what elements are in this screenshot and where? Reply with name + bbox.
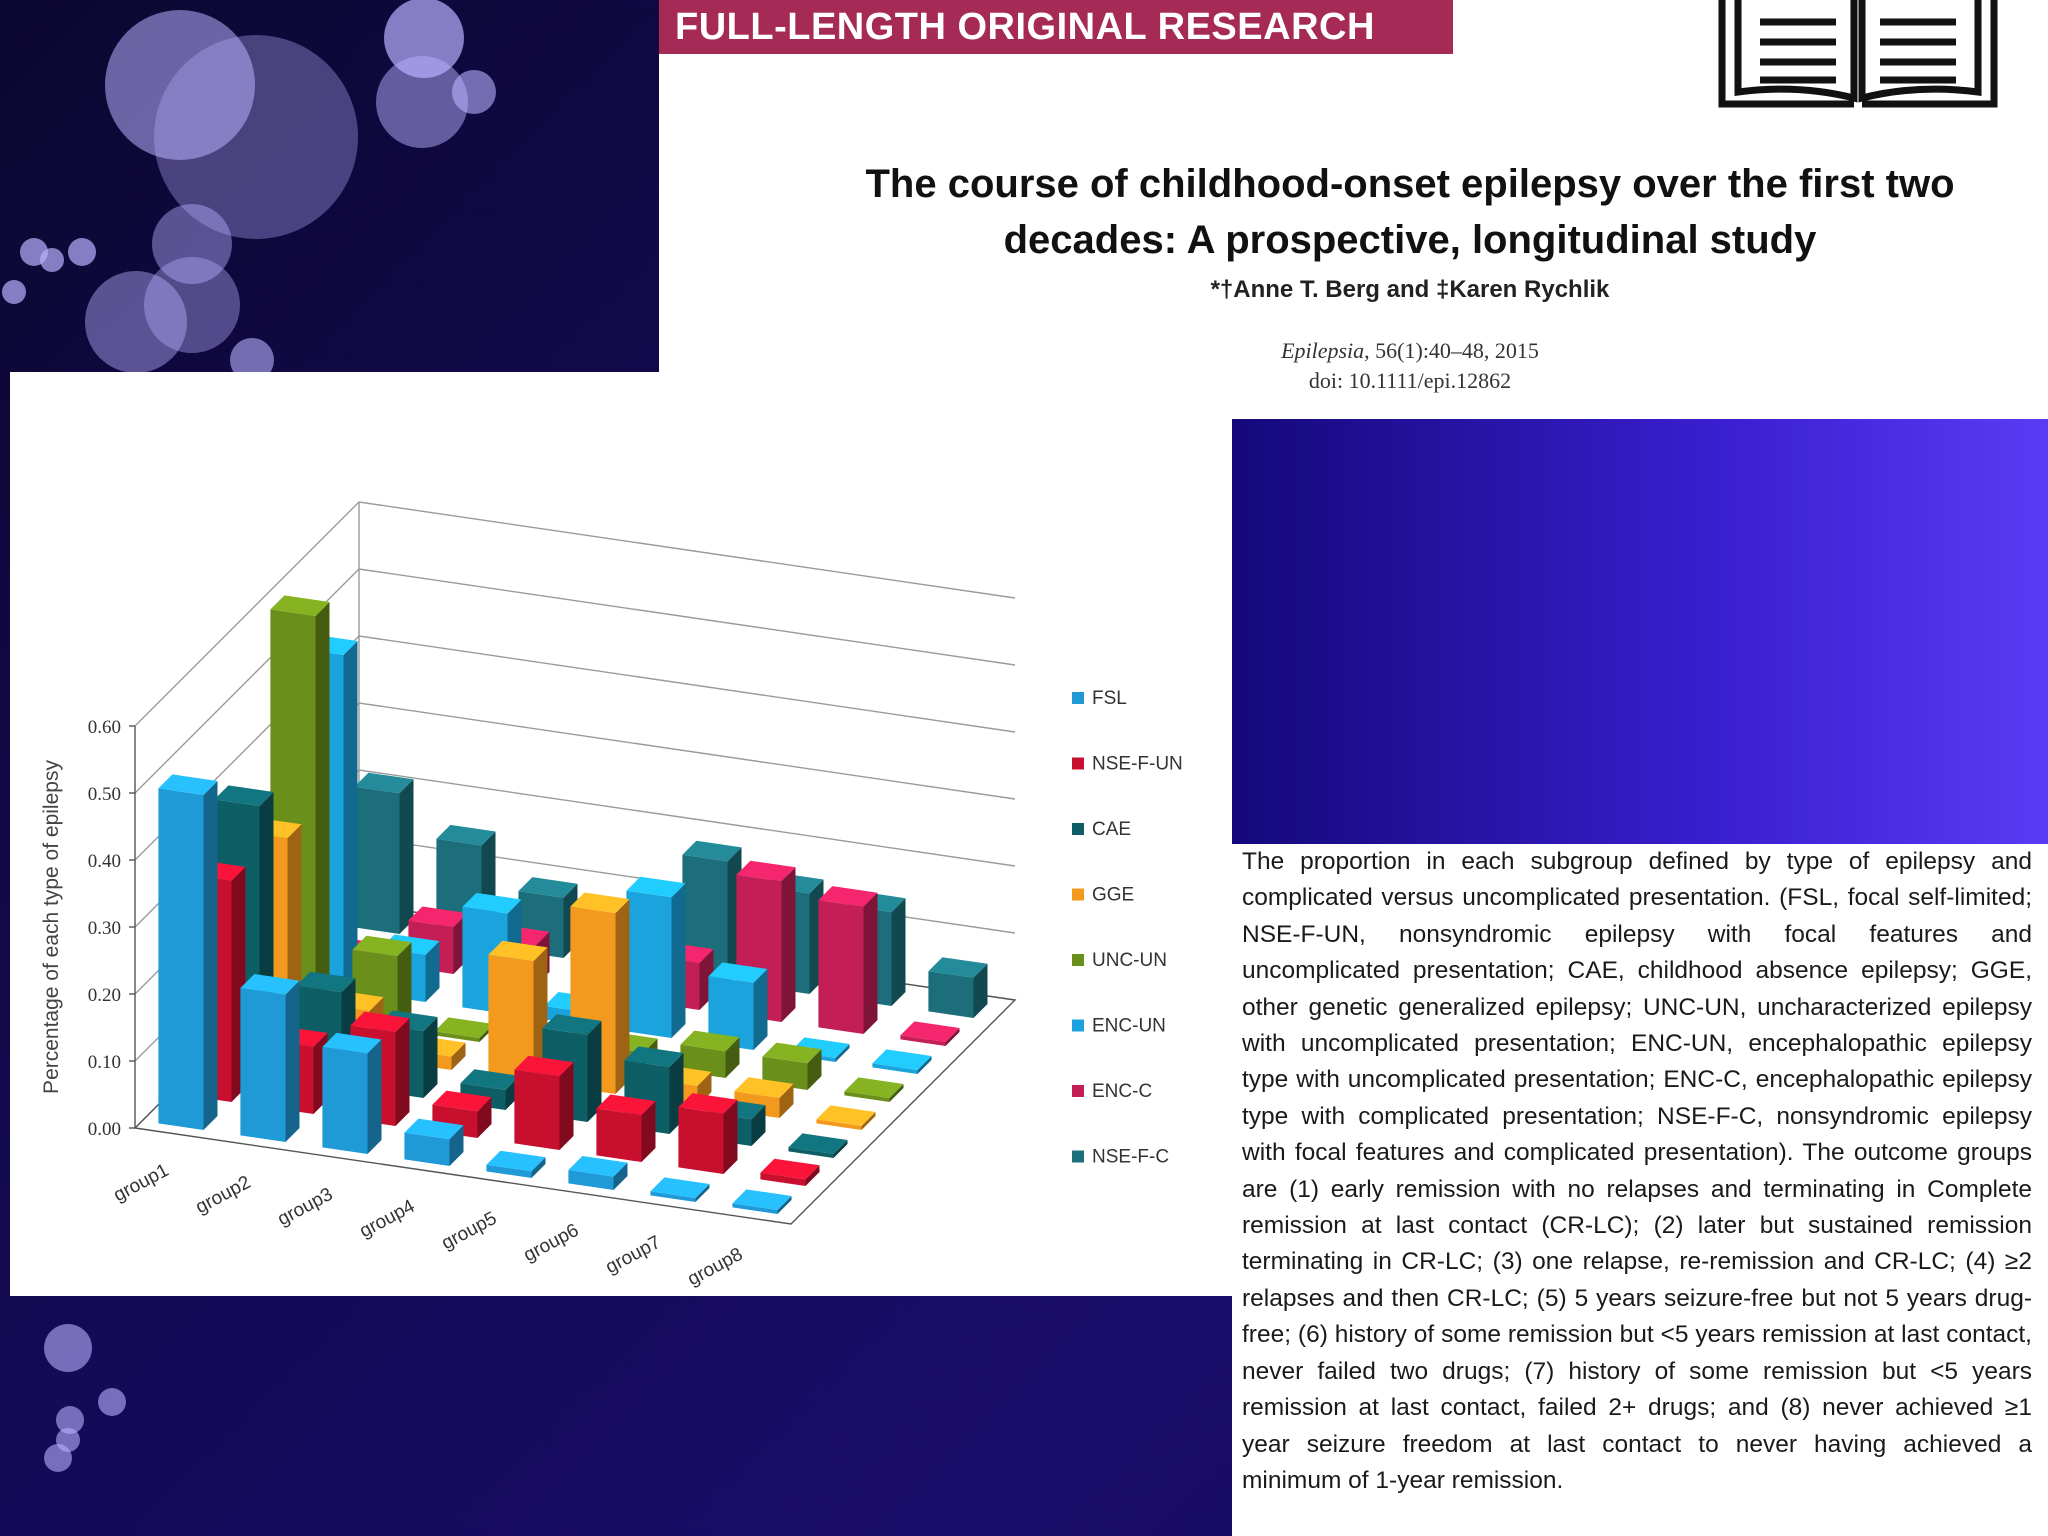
open-book-icon [1718,0,1998,108]
y-tick-label: 0.10 [88,1052,121,1073]
x-tick-label: group3 [274,1184,336,1230]
bar-nse-f-un-group7 [678,1093,738,1174]
title-line-2: decades: A prospective, longitudinal stu… [1003,218,1817,262]
x-tick-label: group8 [684,1244,746,1290]
bar-fsl-group1 [158,774,218,1130]
bar-enc-un-group5 [626,876,686,1038]
legend-label: CAE [1092,819,1131,840]
legend-label: ENC-C [1092,1081,1152,1102]
y-tick-label: 0.40 [88,851,121,872]
legend-swatch [1072,1150,1084,1163]
journal-name: Epilepsia [1281,338,1365,363]
bar-nse-f-un-group5 [514,1055,574,1150]
bar-unc-un-group3 [434,1017,494,1042]
bar-fsl-group8 [732,1189,792,1214]
y-tick-label: 0.60 [88,717,121,738]
x-tick-label: group5 [438,1208,500,1254]
bar-nse-f-un-group6 [596,1094,656,1162]
legend-label: FSL [1092,688,1127,709]
bar-nse-f-c-group8 [928,957,988,1018]
figure-caption: The proportion in each subgroup defined … [1232,844,2048,1536]
research-banner: FULL-LENGTH ORIGINAL RESEARCH [659,0,1453,54]
gridline [134,568,1016,794]
x-tick-label: group7 [602,1232,664,1278]
paper-header [659,0,2048,419]
legend-label: NSE-F-C [1092,1147,1169,1168]
chart-panel: 0.00 0.10 0.20 0.30 0.40 0.50 0.60 Percentage o… [10,372,1232,1296]
bar-fsl-group3 [322,1032,382,1154]
journal-citation: Epilepsia, 56(1):40–48, 2015 doi: 10.111… [1100,336,1720,396]
bar-nse-f-un-group8 [760,1158,820,1186]
legend-swatch [1072,1019,1084,1032]
legend-label: GGE [1092,885,1134,906]
legend-label: UNC-UN [1092,950,1167,971]
article-title: The course of childhood-onset epilepsy o… [760,156,2048,268]
x-tick-label: group6 [520,1220,582,1266]
bar-fsl-group5 [486,1150,546,1178]
article-authors: *†Anne T. Berg and ‡Karen Rychlik [1210,276,1610,303]
journal-doi: doi: 10.1111/epi.12862 [1308,368,1512,393]
bar-gge-group8 [816,1105,876,1130]
legend-label: NSE-F-UN [1092,754,1183,775]
bar-enc-un-group8 [872,1049,932,1074]
bar-fsl-group4 [404,1118,464,1166]
decorative-bubbles [2,0,496,380]
decorative-panel [1232,419,2048,844]
bar-fsl-group2 [240,974,300,1142]
legend-swatch [1072,692,1084,704]
y-tick-label: 0.00 [88,1119,121,1140]
bar-enc-c-group7 [818,886,878,1034]
bar-enc-c-group8 [900,1021,960,1046]
title-line-1: The course of childhood-onset epilepsy o… [865,162,1955,206]
legend-label: ENC-UN [1092,1016,1166,1037]
bar-unc-un-group8 [844,1077,904,1102]
y-tick-label: 0.30 [88,918,121,939]
legend-swatch [1072,1085,1084,1097]
x-tick-label: group1 [110,1160,172,1206]
bar-nse-f-c-group1 [354,772,414,934]
y-axis-label: Percentage of each type of epilepsy [40,760,63,1094]
bar-enc-un-group6 [708,962,768,1050]
legend-swatch [1072,888,1084,901]
bar-cae-group8 [788,1133,848,1158]
x-tick-label: group2 [192,1172,254,1218]
y-tick-label: 0.20 [88,985,121,1006]
legend-swatch [1072,823,1084,835]
decorative-bubbles-bottom [44,1324,126,1472]
journal-reference: , 56(1):40–48, 2015 [1364,338,1539,363]
caption-text: The proportion in each subgroup defined … [1242,848,2032,1494]
gridline [134,501,1016,727]
bar-chart-3d: 0.00 0.10 0.20 0.30 0.40 0.50 0.60 Percentage o… [40,501,1183,1290]
bar-fsl-group7 [650,1177,710,1202]
legend-swatch [1072,954,1084,966]
bar-fsl-group6 [568,1156,628,1190]
banner-text: FULL-LENGTH ORIGINAL RESEARCH [675,6,1375,48]
x-tick-label: group4 [356,1196,418,1243]
y-tick-label: 0.50 [88,784,121,805]
legend-swatch [1072,757,1084,770]
